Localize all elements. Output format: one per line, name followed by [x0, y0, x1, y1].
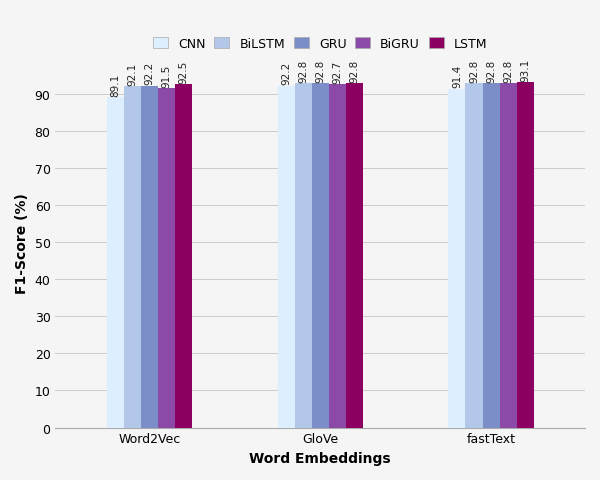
Text: 92.8: 92.8 [486, 60, 496, 83]
Bar [158, 89, 175, 428]
X-axis label: Word Embeddings: Word Embeddings [250, 451, 391, 465]
Text: 92.8: 92.8 [349, 60, 359, 83]
Text: 92.8: 92.8 [298, 60, 308, 83]
Bar [448, 89, 466, 428]
Y-axis label: F1-Score (%): F1-Score (%) [15, 192, 29, 293]
Text: 92.5: 92.5 [179, 61, 188, 84]
Text: 92.2: 92.2 [281, 62, 291, 85]
Bar [482, 84, 500, 428]
Bar [141, 86, 158, 428]
Bar [346, 84, 363, 428]
Text: 89.1: 89.1 [110, 73, 120, 97]
Bar [329, 84, 346, 428]
Bar [500, 84, 517, 428]
Text: 91.5: 91.5 [161, 65, 172, 88]
Text: 92.8: 92.8 [315, 60, 325, 83]
Legend: CNN, BiLSTM, GRU, BiGRU, LSTM: CNN, BiLSTM, GRU, BiGRU, LSTM [149, 34, 491, 55]
Text: 91.4: 91.4 [452, 65, 462, 88]
Bar [175, 85, 192, 428]
Bar [107, 98, 124, 428]
Bar [311, 84, 329, 428]
Text: 92.1: 92.1 [127, 62, 137, 85]
Bar [466, 84, 482, 428]
Text: 92.8: 92.8 [503, 60, 513, 83]
Text: 93.1: 93.1 [520, 59, 530, 82]
Bar [278, 86, 295, 428]
Bar [517, 83, 534, 428]
Text: 92.7: 92.7 [332, 60, 342, 84]
Bar [124, 87, 141, 428]
Bar [295, 84, 311, 428]
Text: 92.8: 92.8 [469, 60, 479, 83]
Text: 92.2: 92.2 [145, 62, 154, 85]
